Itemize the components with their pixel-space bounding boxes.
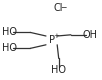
Text: −: − <box>60 3 67 12</box>
Text: HO: HO <box>2 43 17 53</box>
Text: HO: HO <box>51 65 66 75</box>
Text: OH: OH <box>82 30 97 40</box>
Text: +: + <box>54 33 59 39</box>
Text: P: P <box>49 35 55 45</box>
Text: Cl: Cl <box>54 3 63 13</box>
Text: HO: HO <box>2 27 17 37</box>
